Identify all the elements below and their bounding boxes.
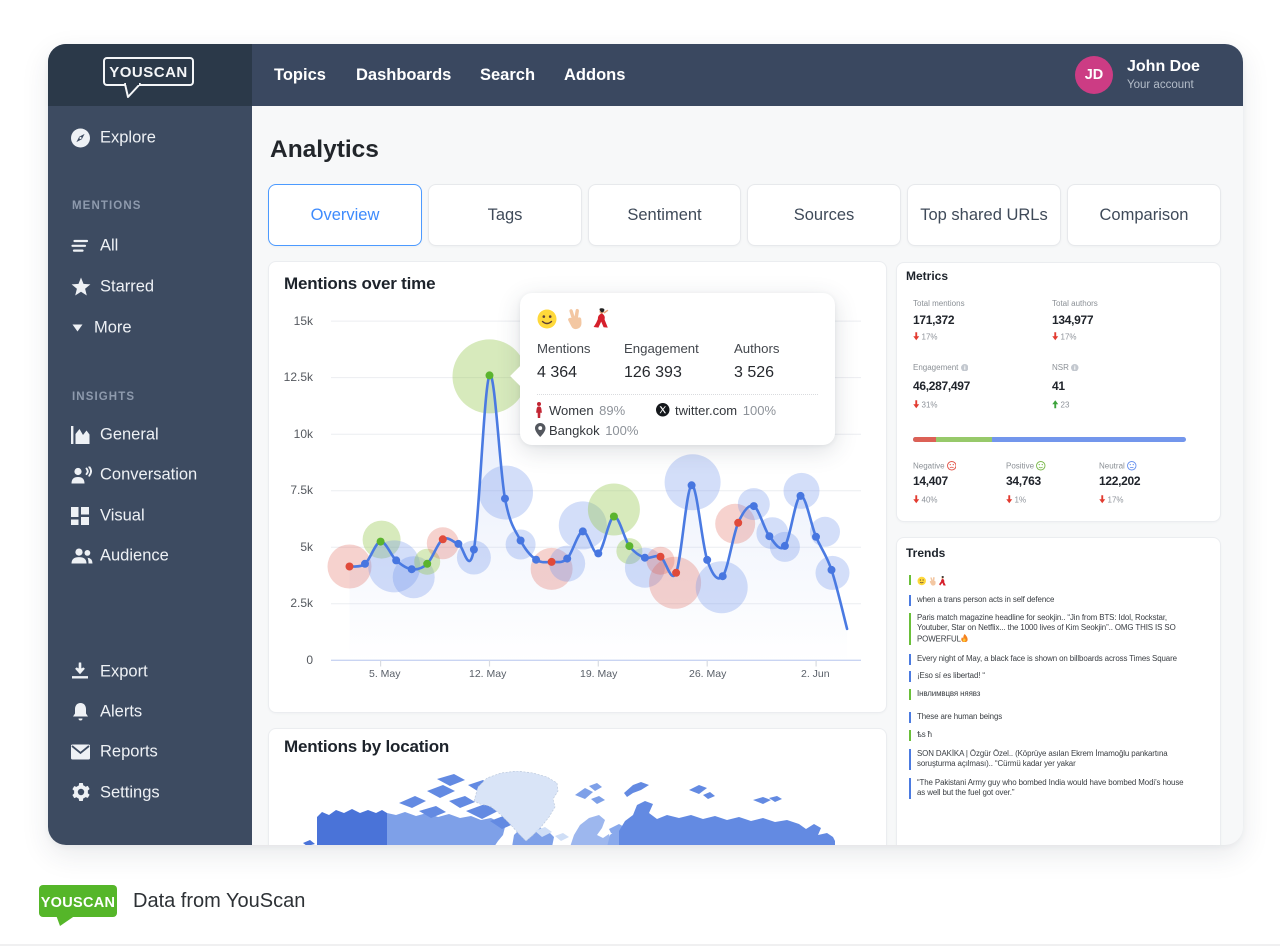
svg-text:YOUSCAN: YOUSCAN	[41, 895, 116, 911]
svg-text:YOUSCAN: YOUSCAN	[109, 64, 188, 81]
